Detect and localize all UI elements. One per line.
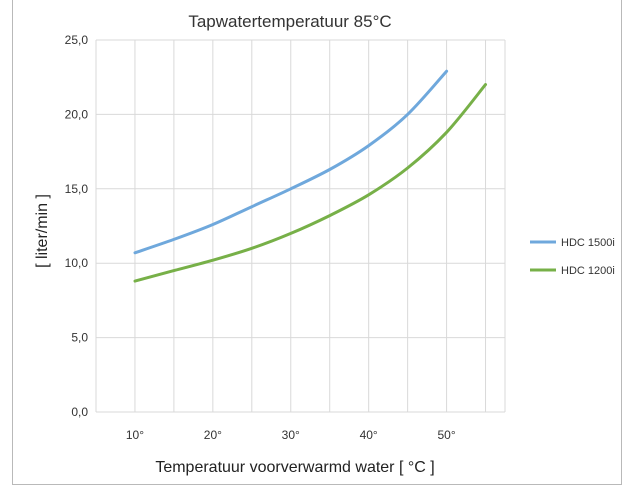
series-line-1 — [133, 83, 487, 283]
x-tick-label: 30° — [282, 428, 300, 442]
x-tick-label: 20° — [204, 428, 222, 442]
y-tick-label: 25,0 — [65, 33, 89, 47]
x-tick-labels: 10° 20° 30° 40° 50° — [126, 428, 456, 442]
x-tick-label: 10° — [126, 428, 144, 442]
chart-title: Tapwatertemperatuur 85°C — [188, 12, 391, 31]
y-tick-labels: 0,0 5,0 10,0 15,0 20,0 25,0 — [65, 33, 89, 419]
y-tick-label: 10,0 — [65, 256, 89, 270]
legend: HDC 1500i HDC 1200i — [530, 237, 615, 277]
grid-lines — [95, 39, 506, 413]
y-axis-label: [ liter/min ] — [34, 194, 51, 268]
x-tick-label: 50° — [437, 428, 455, 442]
x-axis-label: Temperatuur voorverwarmd water [ °C ] — [155, 459, 434, 476]
y-tick-label: 0,0 — [71, 405, 88, 419]
legend-label-0: HDC 1500i — [561, 237, 615, 249]
legend-label-1: HDC 1200i — [561, 265, 615, 277]
y-tick-label: 15,0 — [65, 182, 89, 196]
chart-frame — [12, 0, 622, 485]
series-line-0 — [133, 69, 449, 255]
y-tick-label: 20,0 — [65, 107, 89, 121]
series-lines — [133, 69, 487, 283]
y-tick-label: 5,0 — [71, 331, 88, 345]
x-tick-label: 40° — [360, 428, 378, 442]
